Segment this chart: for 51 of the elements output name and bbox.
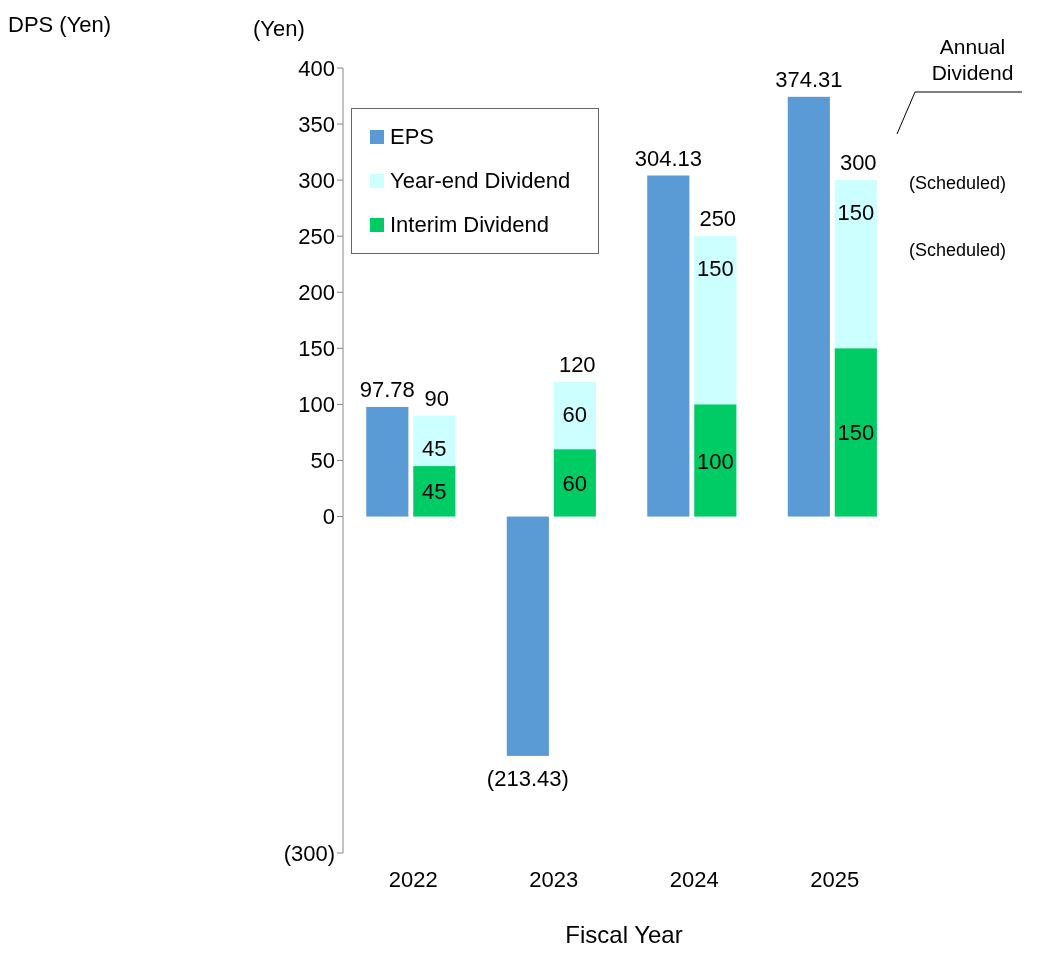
text: (Scheduled) bbox=[909, 173, 1007, 194]
legend-label: Interim Dividend bbox=[389, 211, 550, 239]
data-label: 60 bbox=[562, 402, 588, 427]
bar bbox=[553, 382, 596, 450]
bar bbox=[553, 449, 596, 517]
x-tick-label: 2023 bbox=[529, 866, 579, 892]
text: (Scheduled) bbox=[909, 240, 1007, 261]
y-axis-title: (Yen) bbox=[253, 16, 305, 42]
x-tick-label: 2024 bbox=[669, 866, 719, 892]
data-label: 60 bbox=[562, 470, 588, 496]
y-tick-label: 50 bbox=[310, 448, 335, 474]
data-label: (213.43) bbox=[486, 765, 569, 791]
data-label: 45 bbox=[422, 435, 447, 461]
data-label: 304.13 bbox=[634, 145, 702, 171]
data-label: 150 bbox=[696, 256, 734, 282]
bar bbox=[694, 236, 737, 405]
bar bbox=[694, 404, 737, 517]
bar bbox=[506, 516, 549, 756]
bar bbox=[366, 406, 409, 517]
data-label: 97.78 bbox=[359, 376, 415, 402]
y-tick-label: 350 bbox=[298, 111, 335, 137]
x-axis-title: Fiscal Year bbox=[565, 921, 683, 948]
bar bbox=[787, 96, 830, 517]
bar bbox=[647, 175, 690, 517]
y-tick-label: 400 bbox=[298, 55, 335, 81]
bar bbox=[413, 415, 456, 467]
legend-label: Year-end Dividend bbox=[389, 167, 571, 195]
y-tick-label: 300 bbox=[298, 167, 335, 193]
bar bbox=[834, 180, 877, 349]
annotation: 120 bbox=[558, 352, 596, 377]
text: Annual Dividend bbox=[930, 34, 1015, 86]
data-label: 374.31 bbox=[775, 66, 843, 92]
annotation: 300 bbox=[839, 150, 877, 176]
annotation: 90 bbox=[424, 385, 449, 411]
data-label: 100 bbox=[696, 448, 734, 474]
legend-label: EPS bbox=[389, 123, 436, 151]
y-tick-label: 150 bbox=[298, 336, 335, 362]
y-tick-label: 100 bbox=[298, 392, 335, 418]
x-tick-label: 2022 bbox=[388, 866, 438, 892]
bar bbox=[413, 466, 456, 517]
data-label: 150 bbox=[837, 200, 875, 226]
y-tick-label: 250 bbox=[298, 224, 335, 250]
x-tick-label: 2025 bbox=[810, 866, 860, 892]
text: DPS (Yen) bbox=[8, 12, 112, 38]
y-tick-label: (300) bbox=[283, 840, 335, 866]
data-label: 45 bbox=[422, 479, 447, 505]
y-tick-label: 200 bbox=[298, 280, 335, 306]
y-tick-label: 0 bbox=[322, 504, 335, 530]
bar bbox=[834, 348, 877, 517]
data-label: 150 bbox=[837, 420, 875, 446]
annotation: 250 bbox=[699, 206, 737, 232]
